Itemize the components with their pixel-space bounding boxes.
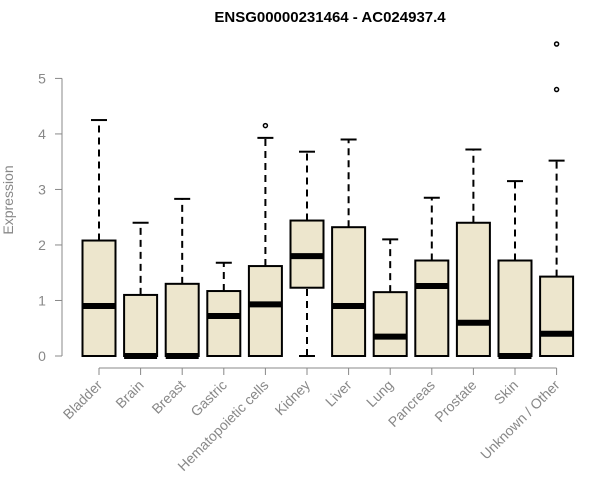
box-unknown-other bbox=[539, 41, 575, 358]
box-body bbox=[331, 226, 367, 357]
outlier-point bbox=[553, 86, 560, 93]
x-tick-label: Prostate bbox=[431, 377, 479, 425]
x-tick-label: Breast bbox=[148, 377, 188, 417]
box-breast bbox=[164, 197, 200, 359]
y-tick-label: 5 bbox=[38, 70, 46, 86]
chart-title: ENSG00000231464 - AC024937.4 bbox=[214, 9, 446, 26]
y-tick-label: 3 bbox=[38, 181, 46, 197]
box-body bbox=[206, 290, 242, 357]
box-brain bbox=[123, 221, 159, 359]
box-hematopoietic-cells bbox=[247, 122, 283, 357]
box-body bbox=[539, 275, 575, 358]
box-body bbox=[247, 265, 283, 357]
box-body bbox=[497, 259, 533, 357]
box-gastric bbox=[206, 261, 242, 357]
x-tick-label: Unknown / Other bbox=[477, 377, 563, 463]
y-axis-label: Expression bbox=[0, 165, 16, 234]
box-body bbox=[81, 239, 117, 357]
outlier-point bbox=[553, 41, 560, 47]
outlier-point bbox=[262, 122, 269, 129]
x-tick-label: Brain bbox=[112, 377, 146, 411]
box-body bbox=[455, 221, 491, 357]
y-axis: 0 1 2 3 4 5 bbox=[38, 70, 63, 364]
x-tick-label: Bladder bbox=[60, 377, 106, 423]
x-tick-label: Liver bbox=[322, 377, 355, 410]
y-tick-label: 1 bbox=[38, 292, 46, 308]
box-bladder bbox=[81, 119, 117, 357]
y-tick-label: 4 bbox=[38, 126, 46, 142]
boxes-group bbox=[81, 41, 575, 359]
x-tick-label: Skin bbox=[491, 377, 522, 408]
x-tick-label: Kidney bbox=[272, 377, 314, 419]
box-body bbox=[414, 259, 450, 357]
box-prostate bbox=[455, 148, 491, 357]
box-lung bbox=[372, 238, 408, 358]
box-body bbox=[164, 282, 200, 357]
box-body bbox=[123, 293, 159, 357]
y-tick-label: 0 bbox=[38, 348, 46, 364]
box-kidney bbox=[289, 150, 325, 357]
box-body bbox=[372, 291, 408, 358]
box-skin bbox=[497, 180, 533, 359]
box-pancreas bbox=[414, 196, 450, 357]
y-tick-label: 2 bbox=[38, 237, 46, 253]
x-tick-label: Lung bbox=[363, 377, 396, 410]
box-liver bbox=[331, 138, 367, 357]
